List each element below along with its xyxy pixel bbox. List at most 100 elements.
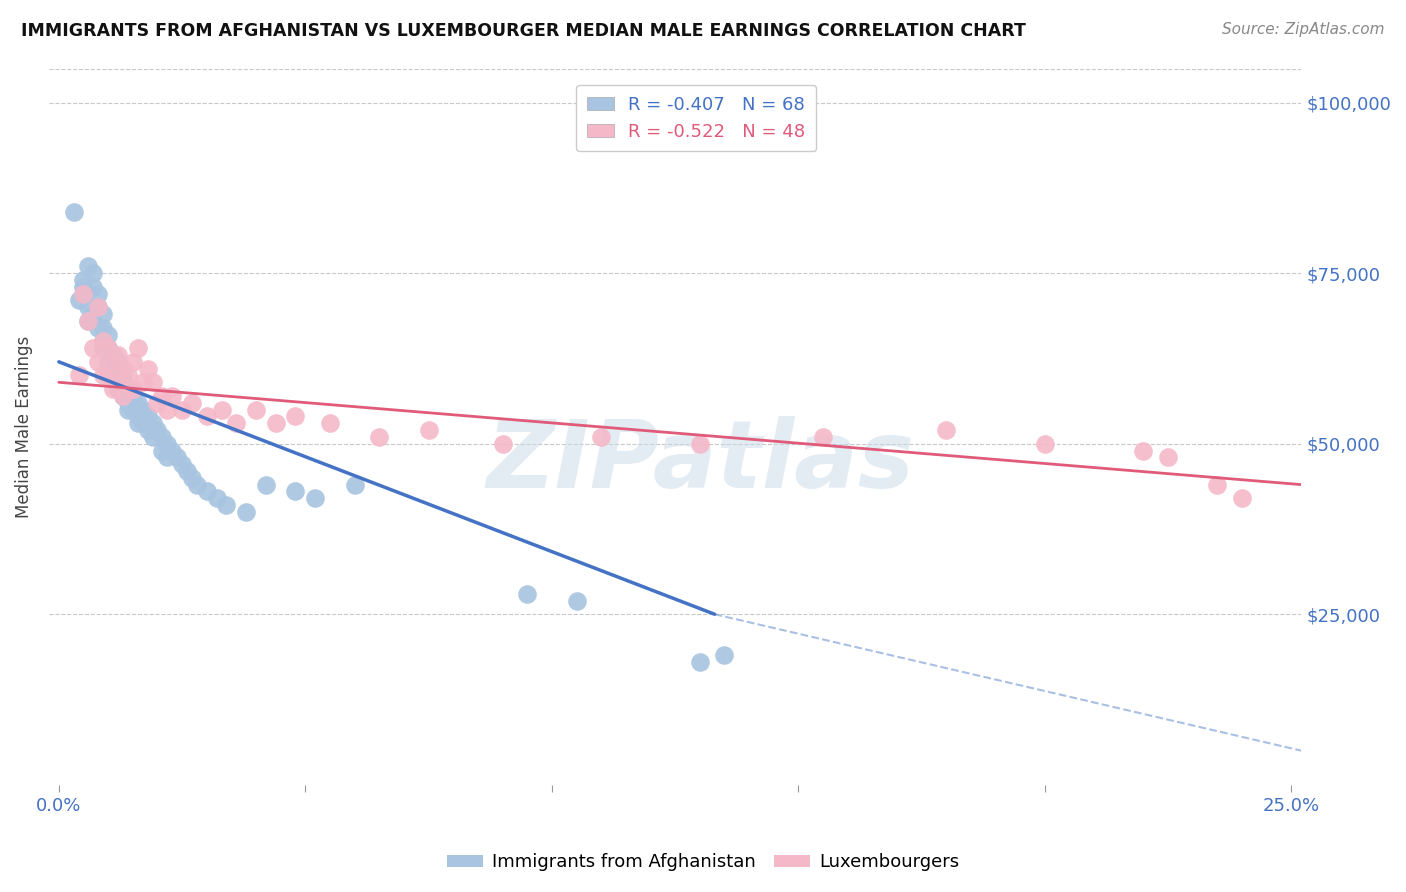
Point [121, 402, 143, 417]
Point [141, 376, 163, 390]
Point [107, 382, 129, 396]
Text: ZIPatlas: ZIPatlas [486, 417, 914, 508]
Point [131, 376, 153, 390]
Point [418, 423, 440, 437]
Point [127, 341, 149, 355]
Point [195, 484, 218, 499]
Point [77, 314, 100, 328]
Point [101, 361, 124, 376]
Point [264, 416, 287, 430]
Point [1206, 477, 1229, 491]
Point [77, 260, 100, 274]
Legend: R = -0.407   N = 68, R = -0.522   N = 48: R = -0.407 N = 68, R = -0.522 N = 48 [576, 85, 817, 152]
Point [111, 389, 134, 403]
Point [82, 266, 104, 280]
Point [127, 416, 149, 430]
Point [97, 355, 120, 369]
Point [101, 348, 124, 362]
Point [516, 587, 538, 601]
Point [215, 498, 238, 512]
Point [111, 361, 134, 376]
Point [101, 368, 124, 383]
Point [107, 376, 129, 390]
Point [97, 341, 120, 355]
Point [107, 355, 129, 369]
Point [235, 505, 257, 519]
Point [131, 402, 153, 417]
Point [150, 443, 173, 458]
Point [121, 382, 143, 396]
Point [121, 389, 143, 403]
Point [72, 286, 94, 301]
Point [97, 341, 120, 355]
Point [136, 423, 159, 437]
Point [146, 423, 169, 437]
Point [176, 464, 198, 478]
Point [82, 307, 104, 321]
Point [319, 416, 342, 430]
Point [121, 355, 143, 369]
Point [172, 402, 194, 417]
Point [304, 491, 326, 506]
Point [91, 334, 114, 349]
Point [713, 648, 735, 662]
Point [62, 204, 84, 219]
Point [156, 402, 179, 417]
Point [127, 396, 149, 410]
Point [77, 300, 100, 314]
Point [87, 355, 110, 369]
Point [172, 457, 194, 471]
Point [160, 443, 183, 458]
Point [117, 402, 139, 417]
Point [491, 436, 513, 450]
Point [111, 368, 134, 383]
Point [160, 389, 183, 403]
Point [91, 334, 114, 349]
Point [117, 396, 139, 410]
Point [141, 430, 163, 444]
Point [205, 491, 228, 506]
Point [156, 450, 179, 465]
Point [141, 416, 163, 430]
Point [117, 368, 139, 383]
Point [82, 280, 104, 294]
Point [87, 286, 110, 301]
Point [97, 368, 120, 383]
Point [72, 286, 94, 301]
Point [254, 477, 277, 491]
Text: Source: ZipAtlas.com: Source: ZipAtlas.com [1222, 22, 1385, 37]
Point [117, 382, 139, 396]
Point [97, 361, 120, 376]
Point [97, 327, 120, 342]
Point [91, 341, 114, 355]
Point [1230, 491, 1253, 506]
Point [935, 423, 957, 437]
Text: IMMIGRANTS FROM AFGHANISTAN VS LUXEMBOURGER MEDIAN MALE EARNINGS CORRELATION CHA: IMMIGRANTS FROM AFGHANISTAN VS LUXEMBOUR… [21, 22, 1026, 40]
Point [107, 348, 129, 362]
Y-axis label: Median Male Earnings: Median Male Earnings [15, 335, 32, 517]
Point [225, 416, 247, 430]
Point [91, 307, 114, 321]
Point [101, 355, 124, 369]
Point [87, 320, 110, 334]
Point [82, 341, 104, 355]
Point [150, 430, 173, 444]
Point [67, 368, 90, 383]
Point [87, 300, 110, 314]
Point [245, 402, 267, 417]
Point [811, 430, 834, 444]
Point [111, 389, 134, 403]
Point [1132, 443, 1154, 458]
Point [195, 409, 218, 424]
Point [156, 436, 179, 450]
Point [136, 409, 159, 424]
Point [67, 293, 90, 308]
Point [1033, 436, 1056, 450]
Point [111, 376, 134, 390]
Point [146, 396, 169, 410]
Point [107, 368, 129, 383]
Point [91, 368, 114, 383]
Point [101, 382, 124, 396]
Legend: Immigrants from Afghanistan, Luxembourgers: Immigrants from Afghanistan, Luxembourge… [440, 847, 966, 879]
Point [181, 471, 204, 485]
